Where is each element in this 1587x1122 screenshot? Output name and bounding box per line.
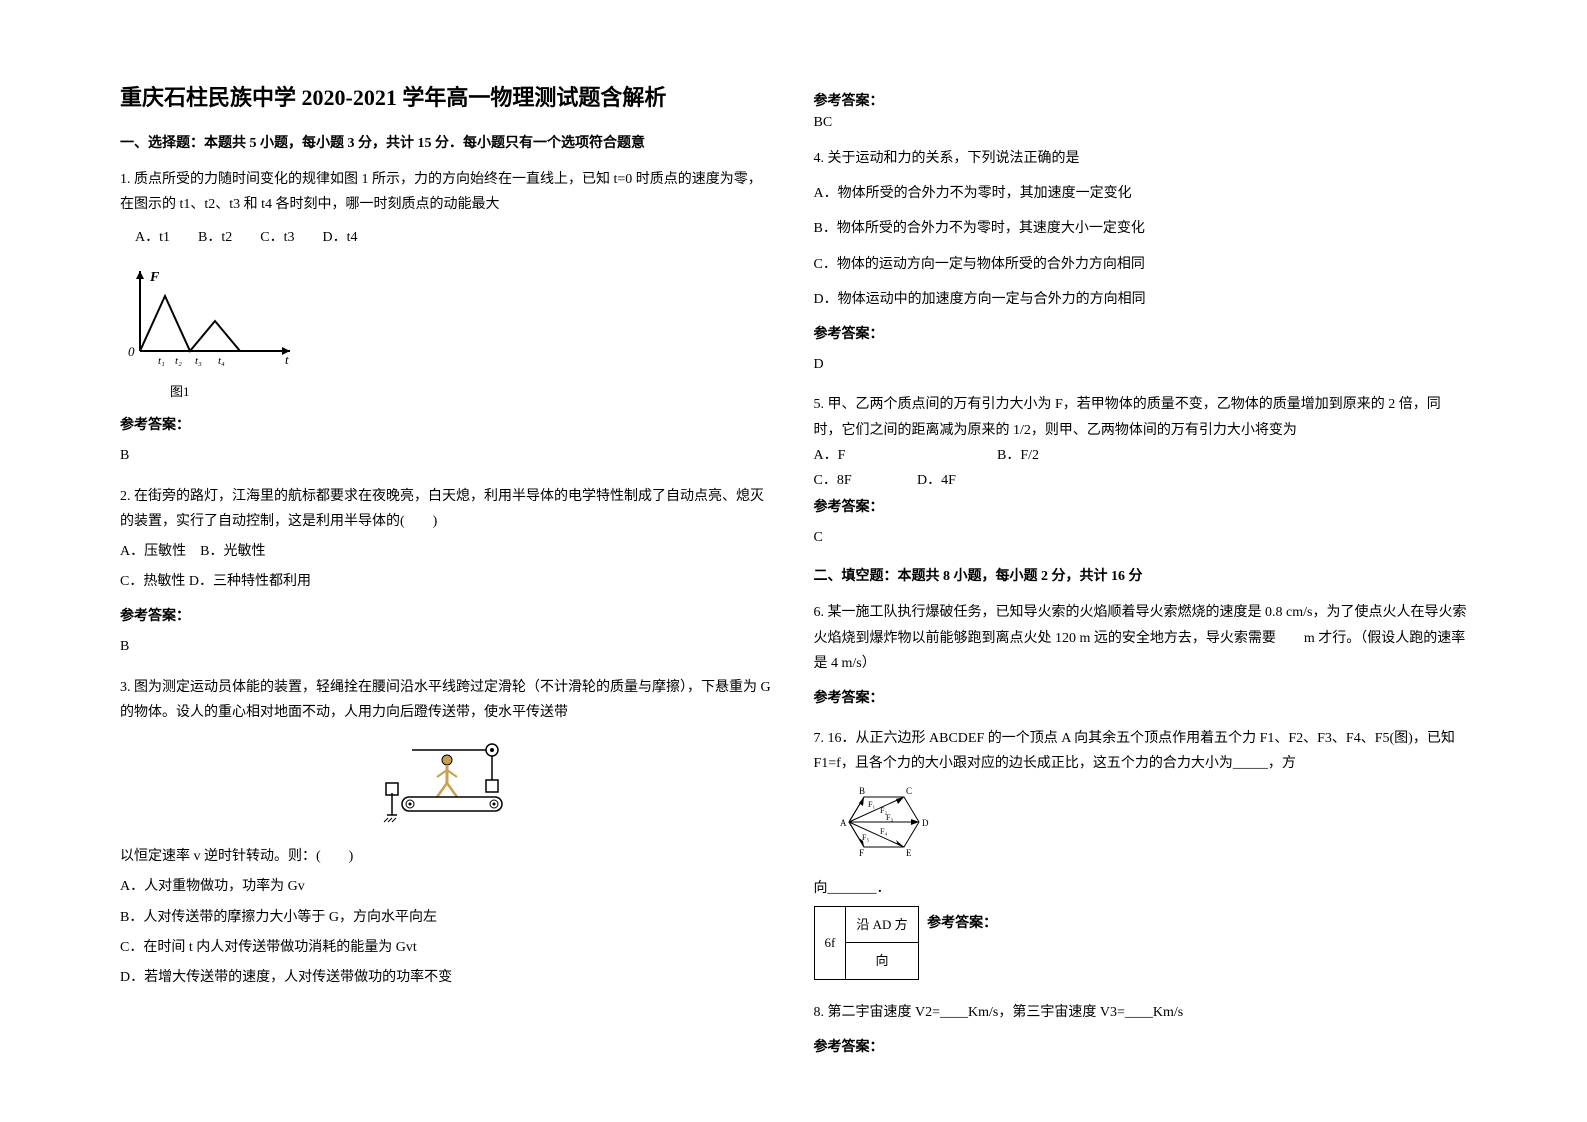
q2-opt-cd: C．热敏性 D．三种特性都利用 (120, 569, 774, 594)
q1-answer: B (120, 443, 774, 468)
q5-opt-b: B．F/2 (997, 443, 1039, 468)
q6-answer-label: 参考答案： (814, 686, 1468, 711)
q2-opt-ab: A．压敏性 B．光敏性 (120, 539, 774, 564)
q4-answer-label: 参考答案： (814, 322, 1468, 347)
q3-opt-b: B．人对传送带的摩擦力大小等于 G，方向水平向左 (120, 905, 774, 930)
q7-answer-table: 6f 沿 AD 方 向 (814, 906, 919, 980)
question-1: 1. 质点所受的力随时间变化的规律如图 1 所示，力的方向始终在一直线上，已知 … (120, 167, 774, 469)
q4-opt-c: C．物体的运动方向一定与物体所受的合外力方向相同 (814, 252, 1468, 277)
q5-options-row2: C．8F D．4F (814, 468, 1468, 493)
svg-text:F: F (149, 270, 160, 285)
q3-figure (120, 735, 774, 834)
q4-answer: D (814, 352, 1468, 377)
svg-text:C: C (906, 786, 912, 796)
q6-text: 6. 某一施工队执行爆破任务，已知导火索的火焰顺着导火索燃烧的速度是 0.8 c… (814, 600, 1468, 676)
q7-table-c2a: 沿 AD 方 (846, 906, 918, 942)
svg-text:D: D (922, 818, 929, 828)
q1-figure-caption: 图1 (170, 380, 774, 403)
svg-text:E: E (906, 848, 912, 858)
q1-figure: 0 F t t₁ t₂ t₃ t₄ 图1 (120, 261, 774, 404)
svg-text:F₁: F₁ (868, 800, 875, 809)
q5-options-row1: A．F B．F/2 (814, 443, 1468, 468)
q5-opt-a: A．F (814, 443, 994, 468)
section-2-heading: 二、填空题：本题共 8 小题，每小题 2 分，共计 16 分 (814, 565, 1468, 585)
q7-figure: A B C D E F F₁ F₂ F₃ F₄ F₅ (814, 782, 1468, 871)
question-6: 6. 某一施工队执行爆破任务，已知导火索的火焰顺着导火索燃烧的速度是 0.8 c… (814, 600, 1468, 711)
svg-text:t₁: t₁ (158, 355, 165, 367)
q2-text: 2. 在街旁的路灯，江海里的航标都要求在夜晚亮，白天熄，利用半导体的电学特性制成… (120, 484, 774, 534)
question-8: 8. 第二宇宙速度 V2=____Km/s，第三宇宙速度 V3=____Km/s… (814, 1000, 1468, 1060)
svg-text:F₄: F₄ (880, 827, 887, 836)
q5-opt-c: C．8F (814, 468, 914, 493)
q1-text: 1. 质点所受的力随时间变化的规律如图 1 所示，力的方向始终在一直线上，已知 … (120, 167, 774, 217)
svg-text:B: B (859, 786, 865, 796)
q3-answer-label: 参考答案： (814, 90, 1468, 110)
svg-text:A: A (840, 818, 847, 828)
q1-answer-label: 参考答案： (120, 413, 774, 438)
q7-table-c2b: 向 (846, 943, 918, 979)
question-7: 7. 16．从正六边形 ABCDEF 的一个顶点 A 向其余五个顶点作用着五个力… (814, 726, 1468, 985)
q3-text: 3. 图为测定运动员体能的装置，轻绳拴在腰间沿水平线跨过定滑轮（不计滑轮的质量与… (120, 675, 774, 725)
q3-opt-a: A．人对重物做功，功率为 Gv (120, 874, 774, 899)
svg-text:t₄: t₄ (218, 355, 225, 367)
svg-text:F: F (859, 848, 864, 858)
q8-answer-label: 参考答案： (814, 1035, 1468, 1060)
svg-text:t: t (285, 352, 289, 367)
q4-text: 4. 关于运动和力的关系，下列说法正确的是 (814, 146, 1468, 171)
svg-text:0: 0 (128, 344, 135, 359)
q4-opt-b: B．物体所受的合外力不为零时，其速度大小一定变化 (814, 216, 1468, 241)
svg-text:t₂: t₂ (175, 355, 182, 367)
q7-text2: 向_______． (814, 876, 1468, 901)
q3-text2: 以恒定速率 v 逆时针转动。则：( ) (120, 844, 774, 869)
q5-answer-label: 参考答案： (814, 495, 1468, 520)
q7-table-c1: 6f (814, 906, 846, 979)
question-5: 5. 甲、乙两个质点间的万有引力大小为 F，若甲物体的质量不变，乙物体的质量增加… (814, 392, 1468, 550)
q4-opt-a: A．物体所受的合外力不为零时，其加速度一定变化 (814, 181, 1468, 206)
q1-options: A．t1 B．t2 C．t3 D．t4 (135, 225, 774, 250)
question-2: 2. 在街旁的路灯，江海里的航标都要求在夜晚亮，白天熄，利用半导体的电学特性制成… (120, 484, 774, 660)
svg-text:t₃: t₃ (195, 355, 202, 367)
svg-text:F₅: F₅ (862, 833, 869, 842)
q7-answer-block: 6f 沿 AD 方 向 参考答案： (814, 901, 1468, 985)
q5-opt-d: D．4F (917, 468, 956, 493)
q5-answer: C (814, 525, 1468, 550)
q3-answer: BC (814, 115, 1468, 131)
q2-answer-label: 参考答案： (120, 604, 774, 629)
q2-answer: B (120, 634, 774, 659)
q4-opt-d: D．物体运动中的加速度方向一定与合外力的方向相同 (814, 287, 1468, 312)
question-3: 3. 图为测定运动员体能的装置，轻绳拴在腰间沿水平线跨过定滑轮（不计滑轮的质量与… (120, 675, 774, 991)
page-title: 重庆石柱民族中学 2020-2021 学年高一物理测试题含解析 (120, 80, 774, 112)
q7-text: 7. 16．从正六边形 ABCDEF 的一个顶点 A 向其余五个顶点作用着五个力… (814, 726, 1468, 776)
section-1-heading: 一、选择题：本题共 5 小题，每小题 3 分，共计 15 分．每小题只有一个选项… (120, 132, 774, 152)
question-4: 4. 关于运动和力的关系，下列说法正确的是 A．物体所受的合外力不为零时，其加速… (814, 146, 1468, 377)
svg-text:F₃: F₃ (886, 813, 893, 822)
q5-text: 5. 甲、乙两个质点间的万有引力大小为 F，若甲物体的质量不变，乙物体的质量增加… (814, 392, 1468, 442)
q8-text: 8. 第二宇宙速度 V2=____Km/s，第三宇宙速度 V3=____Km/s (814, 1000, 1468, 1025)
q7-answer-label: 参考答案： (927, 911, 997, 936)
q3-opt-c: C．在时间 t 内人对传送带做功消耗的能量为 Gvt (120, 935, 774, 960)
q3-opt-d: D．若增大传送带的速度，人对传送带做功的功率不变 (120, 965, 774, 990)
